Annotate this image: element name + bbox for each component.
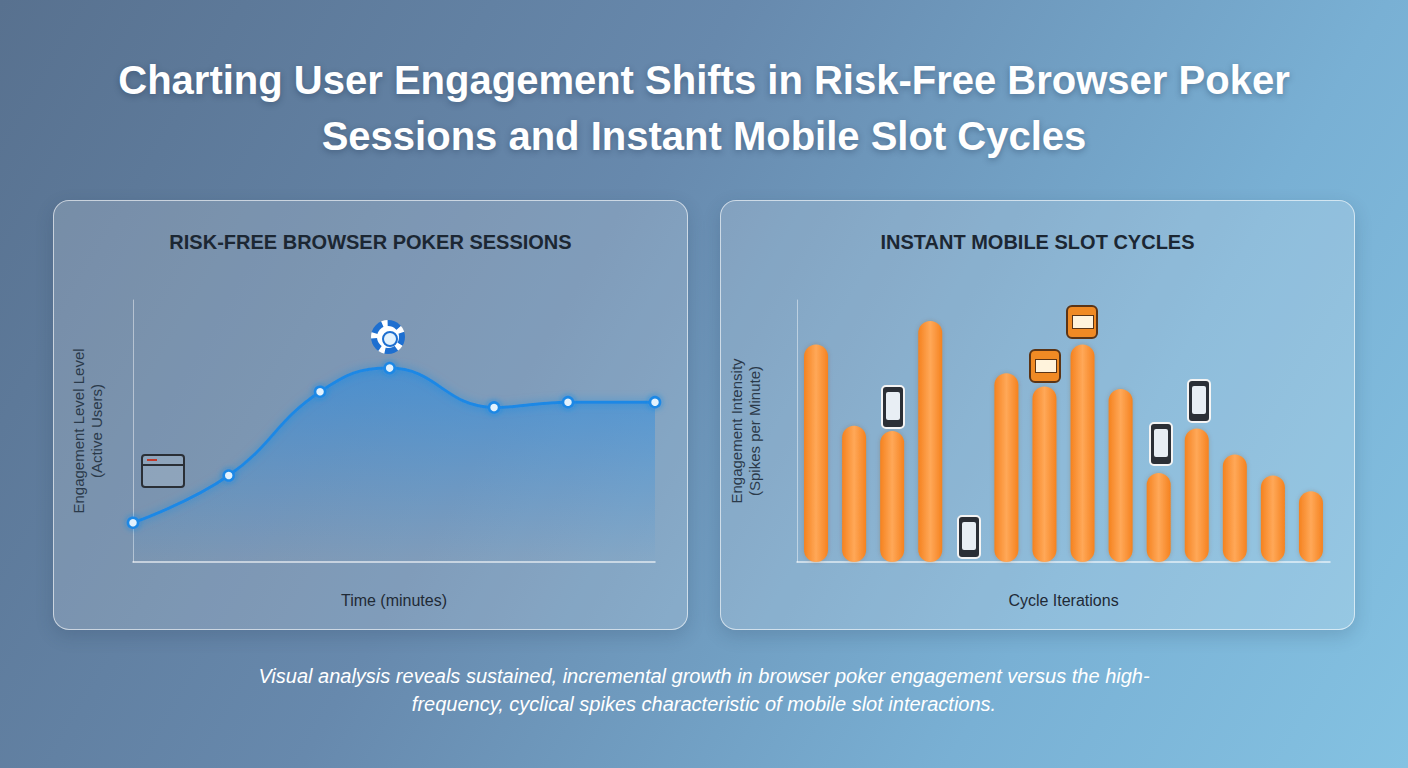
svg-text:(Spikes per Minute): (Spikes per Minute)	[746, 366, 763, 496]
html-text:Charting User Engagement Shift: Charting User Engagement Shifts in Risk-…	[118, 58, 1290, 158]
html-text:INSTANT MOBILE SLOT CYCLES: INSTANT MOBILE SLOT CYCLES	[880, 231, 1195, 253]
svg-text:(Active Users): (Active Users)	[88, 384, 105, 478]
svg-text:Cycle Iterations: Cycle Iterations	[1008, 592, 1118, 609]
html-text:RISK-FREE BROWSER POKER SESSIO: RISK-FREE BROWSER POKER SESSIONS	[169, 231, 572, 253]
html-text:Visual analysis reveals sustai: Visual analysis reveals sustained, incre…	[258, 665, 1150, 715]
svg-text:Engagement Intensity: Engagement Intensity	[728, 358, 745, 504]
svg-text:Time (minutes): Time (minutes)	[341, 592, 447, 609]
svg-text:Engagement Level Level: Engagement Level Level	[70, 348, 87, 513]
